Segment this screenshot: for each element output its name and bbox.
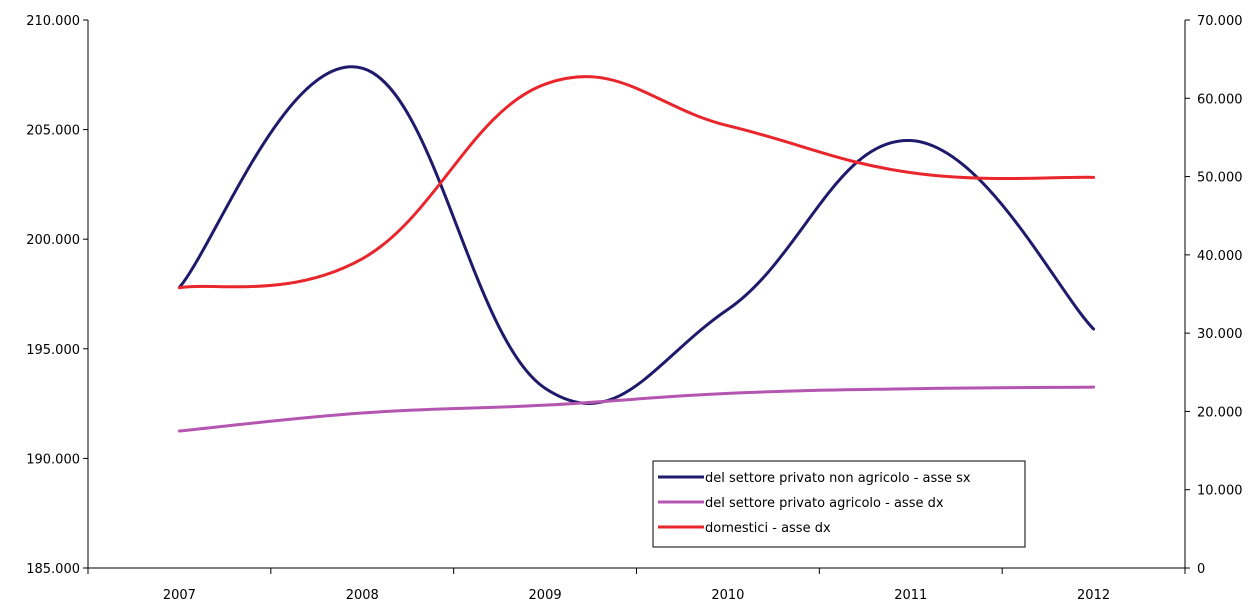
legend-label-1: del settore privato non agricolo - asse … bbox=[705, 471, 971, 486]
right-axis-ticks: 0 10.000 20.000 30.000 40.000 50.000 60.000 70.… bbox=[1185, 14, 1243, 577]
x-axis-tick-label: 2011 bbox=[894, 588, 927, 603]
series-line-3 bbox=[177, 75, 1096, 290]
legend-label-2: del settore privato agricolo - asse dx bbox=[705, 496, 944, 511]
right-axis-tick-label: 10.000 bbox=[1197, 484, 1243, 499]
right-axis-tick-label: 40.000 bbox=[1197, 249, 1243, 264]
series-line-1 bbox=[177, 65, 1096, 405]
right-axis-tick-label: 0 bbox=[1197, 562, 1205, 577]
left-axis-tick-label: 210.000 bbox=[26, 14, 80, 29]
left-axis-tick-label: 190.000 bbox=[26, 452, 80, 467]
left-axis-ticks: 185.000 190.000 195.000 200.000 205.000 210.0… bbox=[26, 14, 88, 577]
x-axis-tick-label: 2008 bbox=[346, 588, 379, 603]
left-axis-tick-label: 200.000 bbox=[26, 233, 80, 248]
x-axis-tick-label: 2007 bbox=[163, 588, 196, 603]
left-axis-tick-label: 205.000 bbox=[26, 124, 80, 139]
right-axis-tick-label: 70.000 bbox=[1197, 14, 1243, 29]
left-axis-tick-label: 185.000 bbox=[26, 562, 80, 577]
x-axis-tick-label: 2010 bbox=[711, 588, 744, 603]
legend-box bbox=[652, 460, 1026, 548]
series-line-2 bbox=[177, 385, 1096, 433]
x-axis-tick-label: 2012 bbox=[1077, 588, 1110, 603]
right-axis-tick-label: 30.000 bbox=[1197, 327, 1243, 342]
right-axis-tick-label: 60.000 bbox=[1197, 92, 1243, 107]
legend-label-3: domestici - asse dx bbox=[705, 521, 831, 536]
legend: del settore privato non agricolo - asse … bbox=[652, 460, 1026, 548]
x-axis-tick-label: 2009 bbox=[529, 588, 562, 603]
series-lines bbox=[177, 65, 1096, 433]
right-axis-tick-label: 20.000 bbox=[1197, 405, 1243, 420]
left-axis-tick-label: 195.000 bbox=[26, 343, 80, 358]
right-axis-tick-label: 50.000 bbox=[1197, 171, 1243, 186]
x-axis-ticks: 2007 2008 2009 2010 2011 2012 bbox=[87, 568, 1186, 603]
